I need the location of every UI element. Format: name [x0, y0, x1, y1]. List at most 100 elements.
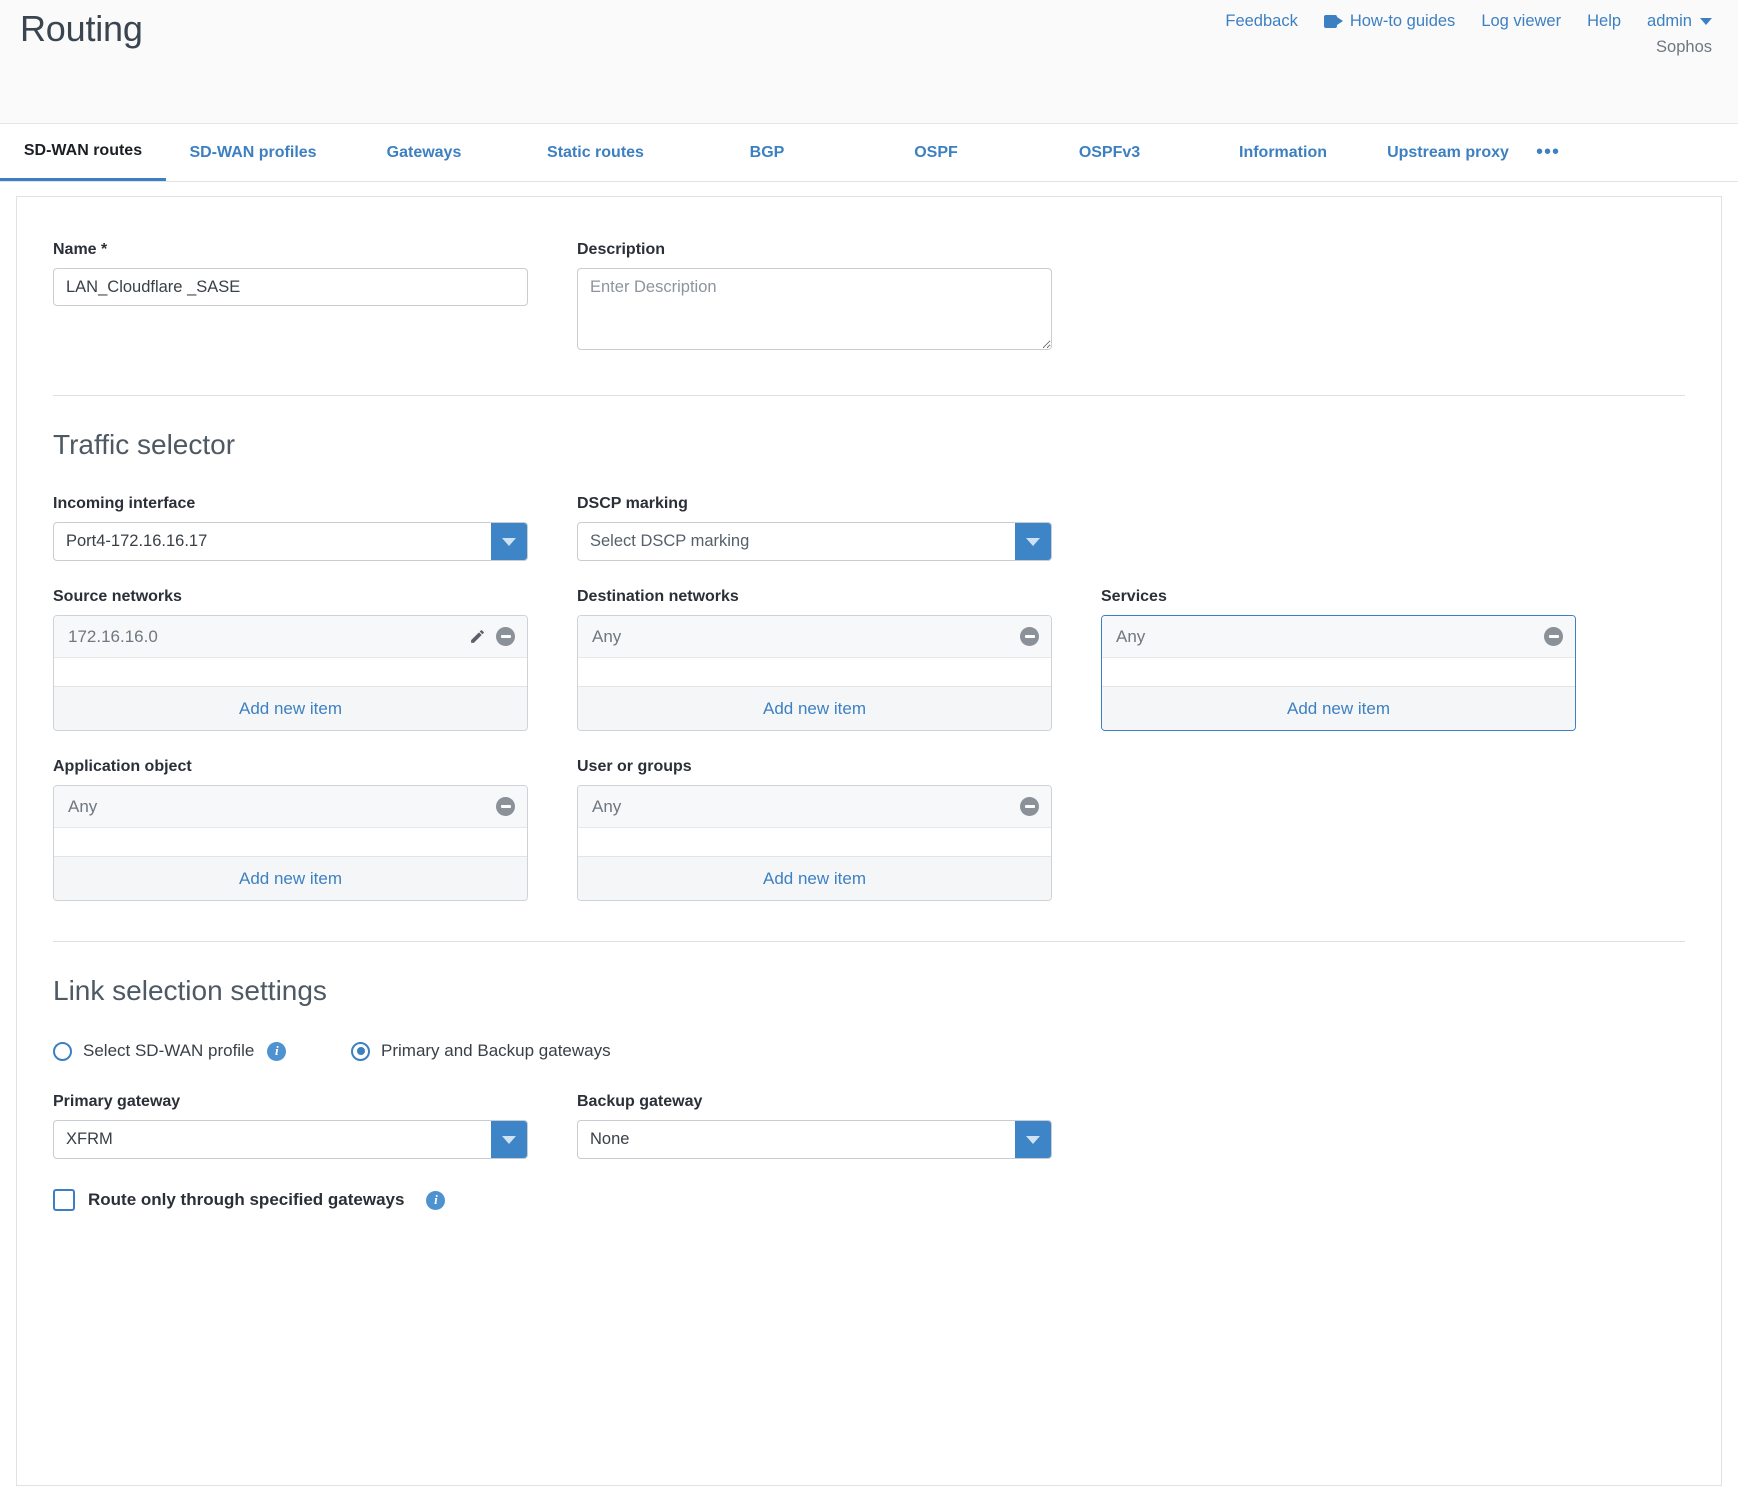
- radio-label: Primary and Backup gateways: [381, 1041, 611, 1060]
- user-or-groups-label: User or groups: [577, 758, 692, 775]
- tab-bar: SD-WAN routes SD-WAN profiles Gateways S…: [0, 124, 1738, 182]
- tab-sd-wan-profiles[interactable]: SD-WAN profiles: [166, 124, 340, 181]
- services-listbox[interactable]: Any Add new item: [1101, 615, 1576, 731]
- destination-networks-add-button[interactable]: Add new item: [578, 686, 1051, 730]
- remove-item-icon[interactable]: [1544, 627, 1563, 646]
- list-item-actions: [1020, 797, 1039, 816]
- dscp-marking-value[interactable]: Select DSCP marking: [577, 522, 1052, 561]
- dscp-marking-label: DSCP marking: [577, 495, 688, 512]
- tab-ospf[interactable]: OSPF: [851, 124, 1021, 181]
- list-item[interactable]: Any: [578, 786, 1051, 828]
- name-field-group: Name *: [53, 241, 528, 355]
- feedback-link[interactable]: Feedback: [1225, 12, 1298, 30]
- radio-select-sd-wan-profile[interactable]: Select SD-WAN profile i: [53, 1041, 351, 1061]
- remove-item-icon[interactable]: [496, 627, 515, 646]
- section-divider-2: [53, 941, 1685, 942]
- radio-button-icon[interactable]: [53, 1041, 72, 1061]
- admin-menu[interactable]: admin Sophos: [1647, 12, 1712, 56]
- tab-label: Upstream proxy: [1387, 143, 1509, 161]
- link-selection-heading: Link selection settings: [53, 975, 327, 1006]
- tab-label: SD-WAN routes: [23, 142, 143, 159]
- description-field-group: Description: [577, 241, 1052, 355]
- radio-primary-backup-gateways[interactable]: Primary and Backup gateways: [351, 1041, 611, 1061]
- edit-pencil-icon[interactable]: [469, 628, 486, 645]
- user-or-groups-items: Any: [578, 786, 1051, 856]
- chevron-down-icon[interactable]: [1015, 1121, 1051, 1158]
- backup-gateway-value[interactable]: None: [577, 1120, 1052, 1159]
- user-or-groups-add-button[interactable]: Add new item: [578, 856, 1051, 900]
- application-object-add-button[interactable]: Add new item: [54, 856, 527, 900]
- tab-upstream-proxy[interactable]: Upstream proxy: [1368, 124, 1528, 181]
- application-user-row: Application object Any Add new item User…: [53, 758, 1685, 901]
- primary-gateway-group: Primary gateway XFRM: [53, 1093, 528, 1159]
- tab-information[interactable]: Information: [1198, 124, 1368, 181]
- log-viewer-link[interactable]: Log viewer: [1481, 12, 1562, 30]
- backup-gateway-select[interactable]: None: [577, 1120, 1052, 1159]
- services-items: Any: [1102, 616, 1575, 686]
- admin-menu-trigger[interactable]: admin: [1647, 12, 1712, 31]
- radio-label: Select SD-WAN profile: [83, 1041, 255, 1060]
- route-only-checkbox-row[interactable]: Route only through specified gateways i: [53, 1189, 1685, 1211]
- list-item[interactable]: 172.16.16.0: [54, 616, 527, 658]
- tab-label: BGP: [749, 143, 785, 161]
- route-only-checkbox-label: Route only through specified gateways: [88, 1190, 405, 1209]
- tab-sd-wan-routes[interactable]: SD-WAN routes: [0, 124, 166, 181]
- remove-item-icon[interactable]: [1020, 797, 1039, 816]
- source-networks-listbox[interactable]: 172.16.16.0 Add new item: [53, 615, 528, 731]
- services-add-button[interactable]: Add new item: [1102, 686, 1575, 730]
- tab-ospfv3[interactable]: OSPFv3: [1021, 124, 1198, 181]
- application-object-group: Application object Any Add new item: [53, 758, 528, 901]
- source-networks-add-button[interactable]: Add new item: [54, 686, 527, 730]
- list-item-actions: [1544, 627, 1563, 646]
- name-label: Name *: [53, 241, 108, 258]
- description-textarea[interactable]: [577, 268, 1052, 350]
- incoming-interface-select[interactable]: Port4-172.16.16.17: [53, 522, 528, 561]
- incoming-interface-value[interactable]: Port4-172.16.16.17: [53, 522, 528, 561]
- radio-button-icon[interactable]: [351, 1041, 370, 1061]
- backup-gateway-group: Backup gateway None: [577, 1093, 1052, 1159]
- list-item[interactable]: Any: [54, 786, 527, 828]
- tab-label: OSPF: [914, 143, 958, 161]
- chevron-down-icon[interactable]: [1015, 523, 1051, 560]
- tab-overflow-menu-icon[interactable]: •••: [1536, 141, 1561, 163]
- list-item[interactable]: Any: [578, 616, 1051, 658]
- tab-label: Gateways: [386, 143, 462, 161]
- header-links: Feedback How-to guides Log viewer Help a…: [1225, 12, 1712, 56]
- list-item-label: 172.16.16.0: [68, 626, 158, 646]
- name-input[interactable]: [53, 268, 528, 306]
- user-or-groups-listbox[interactable]: Any Add new item: [577, 785, 1052, 901]
- tab-static-routes[interactable]: Static routes: [508, 124, 683, 181]
- help-link[interactable]: Help: [1587, 12, 1622, 30]
- how-to-guides-link[interactable]: How-to guides: [1323, 12, 1456, 31]
- application-object-label: Application object: [53, 758, 192, 775]
- video-camera-icon: [1323, 15, 1343, 28]
- tab-label: SD-WAN profiles: [189, 143, 317, 161]
- destination-networks-items: Any: [578, 616, 1051, 686]
- list-item-label: Any: [1116, 626, 1146, 646]
- chevron-down-icon[interactable]: [491, 1121, 527, 1158]
- route-only-checkbox[interactable]: [53, 1189, 75, 1211]
- how-to-guides-label: How-to guides: [1349, 12, 1456, 30]
- info-icon[interactable]: i: [426, 1190, 446, 1210]
- application-object-listbox[interactable]: Any Add new item: [53, 785, 528, 901]
- remove-item-icon[interactable]: [496, 797, 515, 816]
- tab-gateways[interactable]: Gateways: [340, 124, 508, 181]
- tab-label: Static routes: [547, 143, 644, 161]
- link-selection-radio-group: Select SD-WAN profile i Primary and Back…: [53, 1041, 1685, 1061]
- networks-services-row: Source networks 172.16.16.0: [53, 588, 1685, 731]
- destination-networks-label: Destination networks: [577, 588, 739, 605]
- services-group: Services Any Add new item: [1101, 588, 1576, 731]
- info-icon[interactable]: i: [267, 1041, 287, 1061]
- primary-gateway-value[interactable]: XFRM: [53, 1120, 528, 1159]
- destination-networks-listbox[interactable]: Any Add new item: [577, 615, 1052, 731]
- chevron-down-icon[interactable]: [491, 523, 527, 560]
- remove-item-icon[interactable]: [1020, 627, 1039, 646]
- tab-bgp[interactable]: BGP: [683, 124, 851, 181]
- dscp-marking-select[interactable]: Select DSCP marking: [577, 522, 1052, 561]
- application-object-items: Any: [54, 786, 527, 856]
- primary-gateway-select[interactable]: XFRM: [53, 1120, 528, 1159]
- list-item[interactable]: Any: [1102, 616, 1575, 658]
- page-header: Routing Feedback How-to guides Log viewe…: [0, 0, 1738, 124]
- list-item-actions: [469, 627, 515, 646]
- admin-org-name: Sophos: [1656, 38, 1712, 56]
